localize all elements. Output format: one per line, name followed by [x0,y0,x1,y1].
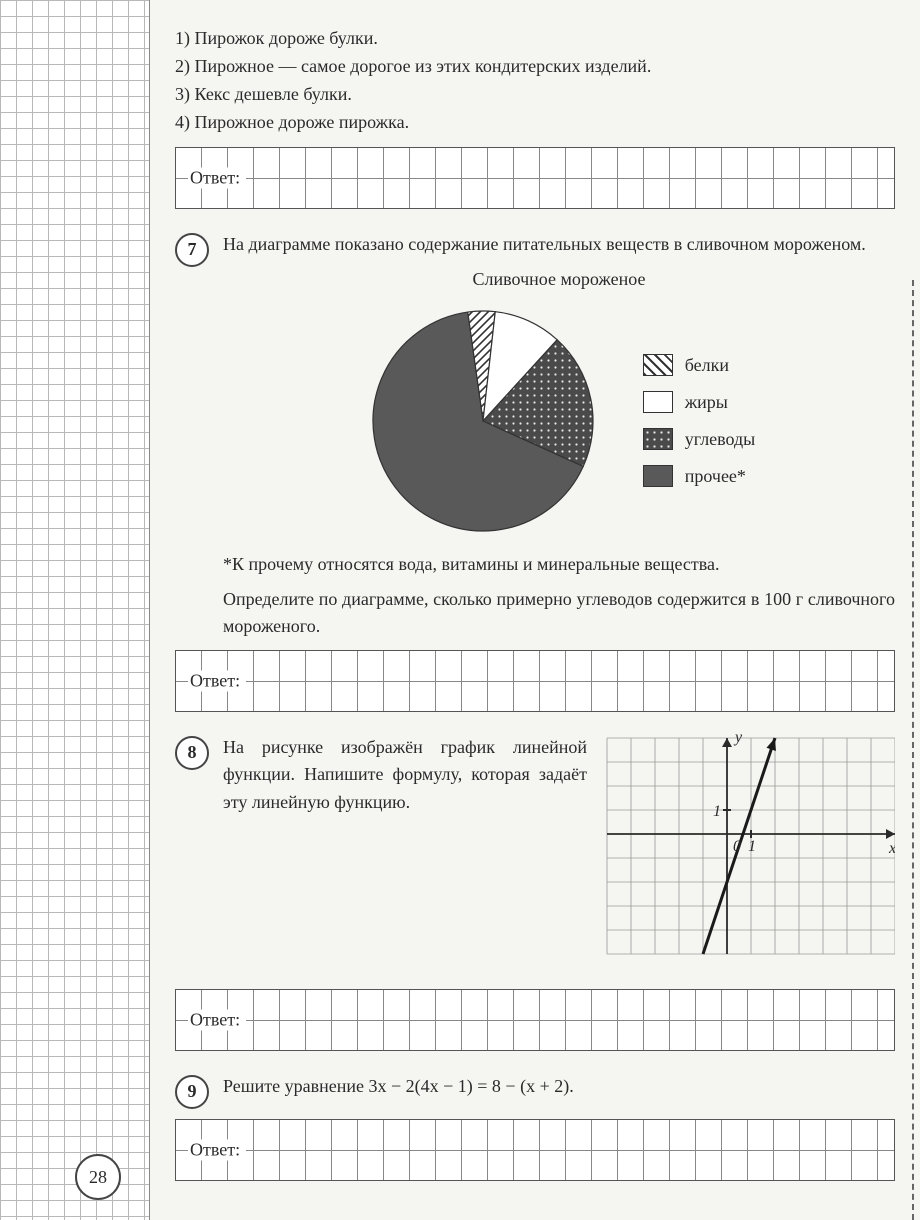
option-3: 3) Кекс дешевле булки. [175,81,895,109]
pie-chart [363,301,603,541]
options-list: 1) Пирожок дороже булки. 2) Пирожное — с… [175,25,895,137]
pie-block: Сливочное мороженое [223,266,895,541]
legend-carbs: углеводы [643,426,756,453]
legend-fats-label: жиры [685,389,728,416]
svg-text:0: 0 [733,838,741,855]
question-number-9: 9 [175,1075,209,1109]
pie-row: белки жиры углеводы прочее* [223,301,895,541]
question-number-8: 8 [175,736,209,770]
left-grid-strip [0,0,150,1220]
question-7: 7 На диаграмме показано содержание питат… [175,231,895,640]
legend-other-label: прочее* [685,463,746,490]
page-content: 1) Пирожок дороже булки. 2) Пирожное — с… [175,25,895,1203]
q9-text: Решите уравнение 3x − 2(4x − 1) = 8 − (x… [223,1073,895,1100]
legend-fats: жиры [643,389,756,416]
question-number-7: 7 [175,233,209,267]
swatch-hatch-icon [643,354,673,376]
pie-title: Сливочное мороженое [223,266,895,293]
option-2: 2) Пирожное — самое дорогое из этих конд… [175,53,895,81]
q7-instruction: Определите по диаграмме, сколько примерн… [223,586,895,640]
pie-legend: белки жиры углеводы прочее* [643,342,756,500]
legend-proteins: белки [643,352,756,379]
legend-proteins-label: белки [685,352,729,379]
page-number: 28 [75,1154,121,1200]
answer-strip-q7: Ответ: [175,650,895,712]
legend-other: прочее* [643,463,756,490]
swatch-dots-icon [643,428,673,450]
question-9-body: Решите уравнение 3x − 2(4x − 1) = 8 − (x… [223,1073,895,1100]
option-4: 4) Пирожное дороже пирожка. [175,109,895,137]
svg-text:1: 1 [713,803,721,820]
svg-text:y: y [733,734,743,746]
q7-footnote: *К прочему относятся вода, витамины и ми… [223,551,895,578]
svg-text:x: x [888,840,895,857]
question-7-body: На диаграмме показано содержание питател… [223,231,895,640]
graph-svg: 011xy [605,734,895,959]
legend-carbs-label: углеводы [685,426,756,453]
answer-strip-top: Ответ: [175,147,895,209]
answer-label: Ответ: [188,1009,246,1030]
linear-graph: 011xy [605,734,895,959]
answer-label: Ответ: [188,167,246,188]
answer-strip-q8: Ответ: [175,989,895,1051]
answer-label: Ответ: [188,1139,246,1160]
swatch-solid-icon [643,465,673,487]
question-8-body: На рисунке изображён график линейной фун… [223,734,895,959]
cut-line [912,280,914,1220]
svg-text:1: 1 [748,838,756,855]
swatch-white-icon [643,391,673,413]
q9-equation: Решите уравнение 3x − 2(4x − 1) = 8 − (x… [223,1076,574,1096]
answer-strip-q9: Ответ: [175,1119,895,1181]
answer-label: Ответ: [188,670,246,691]
question-8: 8 На рисунке изображён график линейной ф… [175,734,895,959]
q7-text: На диаграмме показано содержание питател… [223,231,895,258]
q8-text: На рисунке изображён график линейной фун… [223,734,587,959]
question-9: 9 Решите уравнение 3x − 2(4x − 1) = 8 − … [175,1073,895,1109]
option-1: 1) Пирожок дороже булки. [175,25,895,53]
